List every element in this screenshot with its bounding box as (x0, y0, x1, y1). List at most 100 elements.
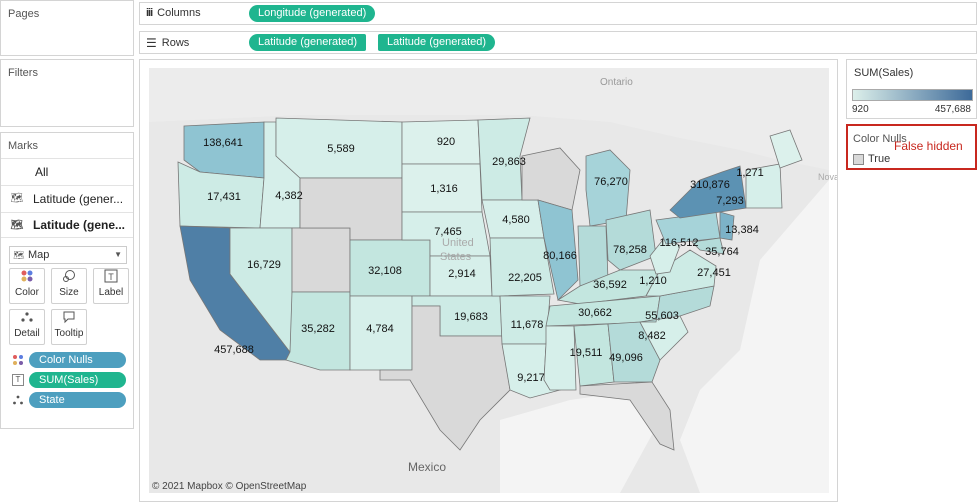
mark-type-value: Map (28, 249, 50, 261)
nulls-annotation: False hidden (894, 139, 963, 153)
sales-color-legend[interactable]: SUM(Sales) 920 457,688 (846, 59, 977, 119)
state-maine[interactable] (769, 129, 803, 169)
label-illinois: 80,166 (543, 250, 577, 262)
label-arkansas: 11,678 (511, 319, 544, 331)
marks-tab-all[interactable]: All (1, 158, 133, 184)
label-kentucky: 36,592 (593, 279, 627, 291)
nulls-item-true: True (868, 153, 891, 165)
state-labels: 138,641 5,589 920 29,863 17,431 4,382 1,… (203, 136, 764, 384)
marks-card: Marks All 🗺 Latitude (gener... 🗺 Latitud… (0, 132, 134, 429)
state-utah[interactable] (291, 227, 351, 293)
state-west-virginia[interactable] (649, 235, 681, 275)
tooltip-button[interactable]: Tooltip (51, 309, 87, 345)
label-massachusetts: 7,293 (716, 195, 744, 207)
tooltip-icon (52, 310, 86, 328)
label-south-carolina-area: 55,603 (645, 310, 679, 322)
state-ohio[interactable] (605, 209, 657, 271)
color-nulls-legend[interactable]: Color Nulls False hidden True (846, 124, 977, 170)
columns-shelf[interactable]: iii Columns Longitude (generated) (139, 2, 977, 25)
label-oklahoma: 19,683 (454, 311, 488, 323)
label-button[interactable]: T Label (93, 268, 129, 304)
label-west-virginia: 1,210 (639, 275, 667, 287)
label-T-icon: T (12, 374, 24, 386)
label-new-york: 310,876 (690, 179, 730, 191)
canada-area (149, 68, 829, 170)
marks-tab-latitude-1[interactable]: 🗺 Latitude (gener... (1, 185, 133, 211)
state-texas[interactable] (379, 305, 511, 451)
state-florida[interactable] (579, 381, 675, 451)
rows-pill-latitude-1[interactable]: Latitude (generated) (249, 34, 367, 51)
pages-panel[interactable]: Pages (0, 0, 134, 56)
pages-title: Pages (8, 8, 40, 20)
state-minnesota[interactable] (477, 117, 531, 201)
marks-tab-latitude-2[interactable]: 🗺 Latitude (gene... (1, 212, 133, 238)
label-iowa: 4,580 (502, 214, 530, 226)
size-icon (52, 269, 86, 287)
rows-pill-latitude-2[interactable]: Latitude (generated) (378, 34, 496, 51)
place-label-states: States (440, 251, 472, 263)
label-montana: 5,589 (327, 143, 355, 155)
place-label-ontario: Ontario (600, 77, 633, 88)
sales-legend-title: SUM(Sales) (854, 67, 914, 79)
color-palette-icon (10, 269, 44, 287)
label-ohio: 78,258 (613, 244, 647, 256)
color-button-label: Color (15, 287, 39, 298)
state-illinois[interactable] (537, 199, 579, 301)
mark-type-dropdown[interactable]: 🗺 Map ▼ (9, 246, 127, 264)
state-georgia[interactable] (607, 321, 661, 383)
map-icon: 🗺 (10, 193, 24, 204)
state-missouri[interactable] (489, 237, 555, 297)
marks-field-sum-sales[interactable]: SUM(Sales) (29, 372, 126, 388)
marks-tab-latitude-2-label: Latitude (gene... (33, 218, 126, 232)
marks-title: Marks (8, 140, 38, 152)
size-button-label: Size (59, 287, 79, 298)
true-swatch[interactable] (853, 154, 864, 165)
color-dots-icon (12, 354, 24, 366)
state-new-york[interactable] (669, 165, 747, 219)
marks-tab-all-label: All (35, 164, 49, 179)
label-nevada: 16,729 (247, 259, 281, 271)
state-new-england[interactable] (745, 163, 783, 209)
label-T-icon: T (94, 269, 128, 287)
label-idaho: 4,382 (275, 190, 303, 202)
map-icon: 🗺 (13, 250, 25, 260)
label-louisiana: 9,217 (517, 372, 545, 384)
ocean-area (680, 180, 829, 493)
columns-pill-longitude[interactable]: Longitude (generated) (249, 5, 376, 22)
detail-button[interactable]: Detail (9, 309, 45, 345)
columns-label-wrap: iii Columns (146, 7, 201, 19)
label-north-dakota: 920 (437, 136, 455, 148)
marks-field-color-nulls[interactable]: Color Nulls (29, 352, 126, 368)
label-south-dakota: 1,316 (430, 183, 458, 195)
label-minnesota: 29,863 (492, 156, 526, 168)
label-tennessee: 30,662 (578, 307, 612, 319)
label-nebraska: 7,465 (434, 226, 462, 238)
sales-gradient-bar (852, 89, 973, 101)
label-new-mexico: 4,784 (366, 323, 394, 335)
map-icon: 🗺 (10, 219, 24, 231)
nulls-legend-title: Color Nulls (853, 133, 907, 145)
gulf-area (500, 390, 660, 493)
label-colorado: 32,108 (368, 265, 402, 277)
marks-field-state[interactable]: State (29, 392, 126, 408)
label-virginia: 35,764 (705, 246, 739, 258)
label-california: 457,688 (214, 344, 254, 356)
chevron-down-icon: ▼ (114, 250, 122, 259)
rows-shelf[interactable]: ☰ Rows Latitude (generated) Latitude (ge… (139, 31, 977, 54)
size-button[interactable]: Size (51, 268, 87, 304)
filters-panel[interactable]: Filters (0, 59, 134, 127)
state-maryland-delaware[interactable] (691, 237, 725, 255)
tooltip-button-label: Tooltip (54, 328, 84, 339)
color-button[interactable]: Color (9, 268, 45, 304)
map-view[interactable]: Ontario United States Mexico Nova 138,64… (139, 59, 838, 502)
label-new-jersey: 13,384 (725, 224, 759, 236)
label-missouri: 22,205 (508, 272, 542, 284)
detail-dots-icon (10, 310, 44, 328)
detail-button-label: Detail (14, 328, 40, 339)
label-georgia: 49,096 (609, 352, 643, 364)
state-new-jersey[interactable] (719, 211, 735, 241)
us-map[interactable]: Ontario United States Mexico Nova 138,64… (140, 60, 837, 501)
sales-legend-min: 920 (852, 104, 869, 115)
label-washington: 138,641 (203, 137, 243, 149)
map-credit: © 2021 Mapbox © OpenStreetMap (152, 481, 307, 492)
